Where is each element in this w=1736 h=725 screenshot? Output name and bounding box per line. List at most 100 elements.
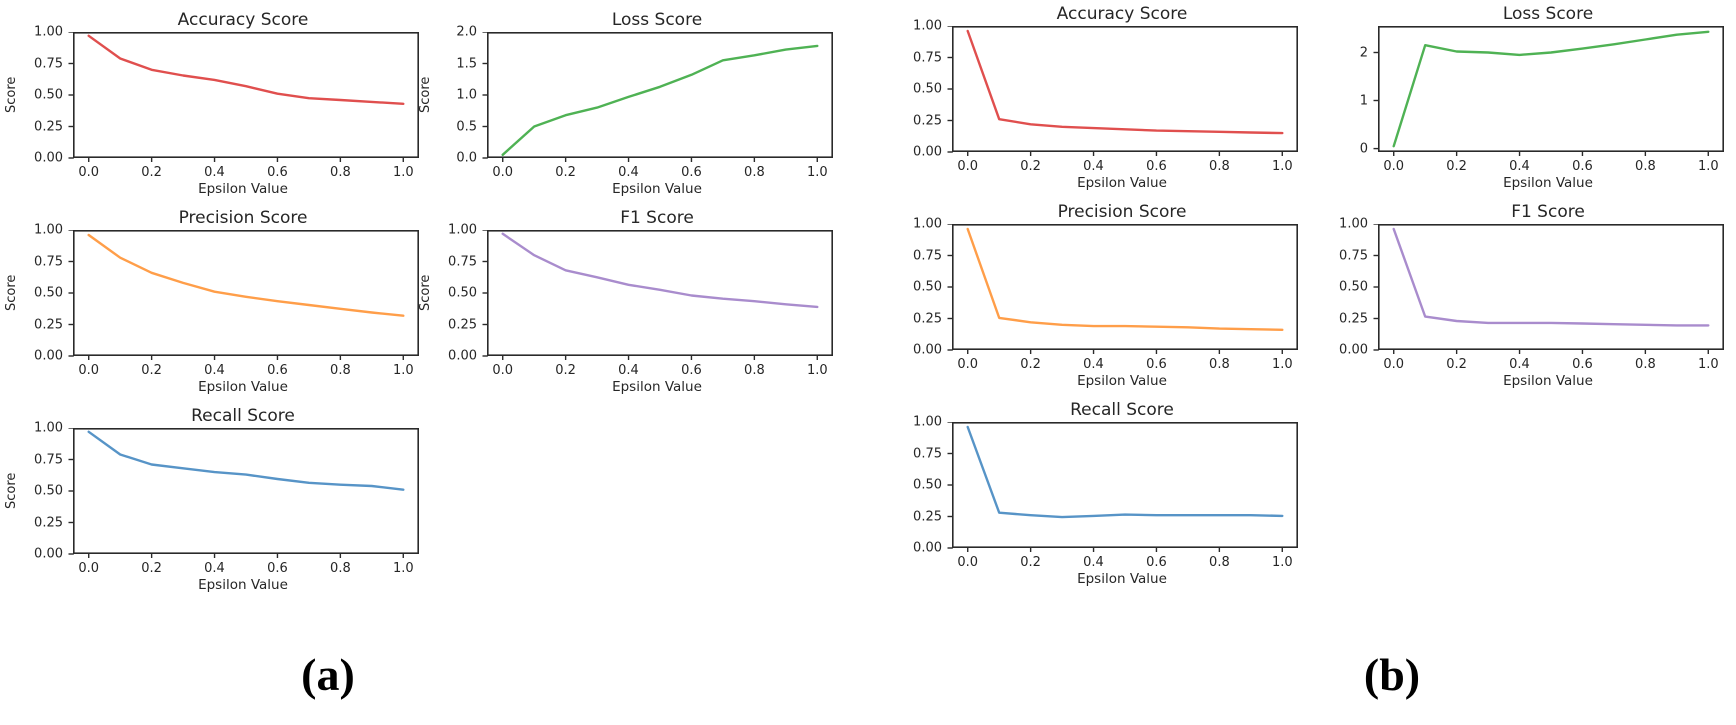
y-tick-label: 1.5	[456, 56, 477, 71]
y-axis-ticks: 0.00 0.25 0.50 0.75 1.00	[19, 421, 67, 562]
x-tick-label: 0.6	[681, 165, 702, 180]
x-tick-label: 0.4	[204, 561, 225, 576]
x-tick-label: 1.0	[1271, 555, 1293, 570]
y-tick-label: 0.75	[913, 50, 942, 65]
plot-area	[68, 32, 419, 162]
x-tick-label: 0.4	[1083, 357, 1104, 372]
x-axis-ticks: 0.0 0.2 0.4 0.6 0.8 1.0	[481, 362, 833, 379]
y-tick-label: 1.00	[913, 216, 942, 232]
y-tick-label: 1.00	[34, 222, 63, 238]
y-tick-label: 0.50	[34, 285, 63, 301]
y-tick-label: 0.25	[913, 113, 942, 128]
x-tick-label: 0.2	[1446, 159, 1467, 174]
y-axis-label: Score	[4, 274, 19, 312]
y-tick-label: 0.75	[34, 254, 63, 269]
chart-title: Precision Score	[1057, 202, 1187, 222]
y-tick-label: 0.50	[913, 81, 942, 97]
y-axis-label: Score	[418, 274, 433, 312]
plot-area	[1373, 26, 1724, 156]
y-tick-label: 0	[1359, 141, 1368, 157]
x-tick-label: 0.8	[330, 363, 351, 378]
x-axis-label: Epsilon Value	[198, 577, 288, 593]
x-axis-ticks: 0.0 0.2 0.4 0.6 0.8 1.0	[1372, 356, 1724, 373]
x-tick-label: 0.2	[555, 165, 576, 180]
x-tick-label: 1.0	[392, 561, 414, 576]
plot-area	[947, 26, 1298, 156]
x-axis-ticks: 0.0 0.2 0.4 0.6 0.8 1.0	[67, 164, 419, 181]
y-tick-label: 1.00	[448, 222, 477, 238]
x-tick-label: 0.2	[141, 165, 162, 180]
chart-title: Precision Score	[178, 208, 308, 228]
x-axis-ticks: 0.0 0.2 0.4 0.6 0.8 1.0	[67, 560, 419, 577]
y-tick-label: 0.75	[34, 56, 63, 71]
x-tick-label: 1.0	[806, 363, 828, 378]
y-tick-label: 0.50	[913, 279, 942, 295]
y-tick-label: 0.00	[913, 342, 942, 358]
x-axis-label: Epsilon Value	[198, 379, 288, 395]
chart-title: Recall Score	[191, 406, 295, 426]
y-tick-label: 1.00	[913, 414, 942, 430]
y-tick-label: 0.50	[448, 285, 477, 301]
y-tick-label: 0.75	[913, 248, 942, 263]
x-tick-label: 0.4	[1509, 159, 1530, 174]
x-tick-label: 0.0	[78, 165, 100, 180]
y-tick-label: 1.00	[913, 18, 942, 34]
y-tick-label: 1.00	[34, 420, 63, 436]
y-tick-label: 0.5	[456, 119, 477, 134]
y-axis-ticks: 0.00 0.25 0.50 0.75 1.00	[898, 19, 946, 160]
plot-body: Score 0.00 0.25 0.50 0.75 1.00	[4, 223, 419, 364]
x-tick-label: 0.8	[330, 165, 351, 180]
plot-body: Score 0.00 0.25 0.50 0.75 1.00	[418, 223, 833, 364]
chart-b-recall: Recall Score 0.00 0.25 0.50 0.75 1.00 0.0 0.2…	[898, 400, 1298, 598]
y-tick-label: 0.25	[913, 311, 942, 326]
y-tick-label: 0.50	[1339, 279, 1368, 295]
y-tick-label: 0.75	[1339, 248, 1368, 263]
chart-a-accuracy: Accuracy Score Score 0.00 0.25 0.50 0.75 1.0…	[4, 10, 419, 208]
x-axis-label: Epsilon Value	[198, 181, 288, 197]
plot-area	[482, 32, 833, 162]
x-tick-label: 0.0	[78, 561, 100, 576]
x-axis-label: Epsilon Value	[1503, 373, 1593, 389]
y-tick-label: 0.00	[34, 150, 63, 166]
plot-area	[68, 428, 419, 558]
x-tick-label: 0.8	[744, 165, 765, 180]
plot-area	[482, 230, 833, 360]
x-tick-label: 1.0	[1697, 357, 1719, 372]
y-tick-label: 2	[1359, 45, 1368, 60]
plot-area	[947, 224, 1298, 354]
x-tick-label: 1.0	[1271, 357, 1293, 372]
y-tick-label: 0.00	[913, 540, 942, 556]
y-tick-label: 0.50	[34, 87, 63, 103]
x-tick-label: 0.6	[681, 363, 702, 378]
chart-a-precision: Precision Score Score 0.00 0.25 0.50 0.75 1.…	[4, 208, 419, 406]
y-axis-ticks: 0 1 2	[1324, 26, 1372, 158]
x-tick-label: 0.6	[267, 363, 288, 378]
chart-b-f1: F1 Score 0.00 0.25 0.50 0.75 1.00 0.0 0.2 0.4 0…	[1324, 202, 1724, 400]
x-tick-label: 0.0	[1383, 357, 1405, 372]
chart-title: Recall Score	[1070, 400, 1174, 420]
x-tick-label: 0.0	[492, 363, 514, 378]
x-tick-label: 0.8	[1635, 357, 1656, 372]
y-tick-label: 1.00	[1339, 216, 1368, 232]
y-axis-ticks: 0.00 0.25 0.50 0.75 1.00	[1324, 217, 1372, 358]
x-tick-label: 0.6	[1146, 159, 1167, 174]
plot-body: Score 0.00 0.25 0.50 0.75 1.00	[4, 25, 419, 166]
chart-b-accuracy: Accuracy Score 0.00 0.25 0.50 0.75 1.00 0.0 0…	[898, 4, 1298, 202]
x-tick-label: 0.4	[1509, 357, 1530, 372]
y-tick-label: 1.0	[456, 87, 477, 103]
y-tick-label: 1.00	[34, 24, 63, 40]
y-tick-label: 0.50	[913, 477, 942, 493]
x-tick-label: 1.0	[1697, 159, 1719, 174]
x-tick-label: 0.4	[204, 363, 225, 378]
x-axis-label: Epsilon Value	[612, 181, 702, 197]
chart-b-precision: Precision Score 0.00 0.25 0.50 0.75 1.00 0.0…	[898, 202, 1298, 400]
y-tick-label: 0.00	[448, 348, 477, 364]
x-tick-label: 0.8	[1209, 555, 1230, 570]
plot-body: Score 0.00 0.25 0.50 0.75 1.00	[4, 421, 419, 562]
y-axis-ticks: 0.00 0.25 0.50 0.75 1.00	[19, 25, 67, 166]
y-axis-label: Score	[4, 76, 19, 114]
x-tick-label: 0.6	[1572, 357, 1593, 372]
x-tick-label: 0.2	[1446, 357, 1467, 372]
x-tick-label: 0.8	[1209, 159, 1230, 174]
chart-title: Loss Score	[611, 10, 703, 30]
